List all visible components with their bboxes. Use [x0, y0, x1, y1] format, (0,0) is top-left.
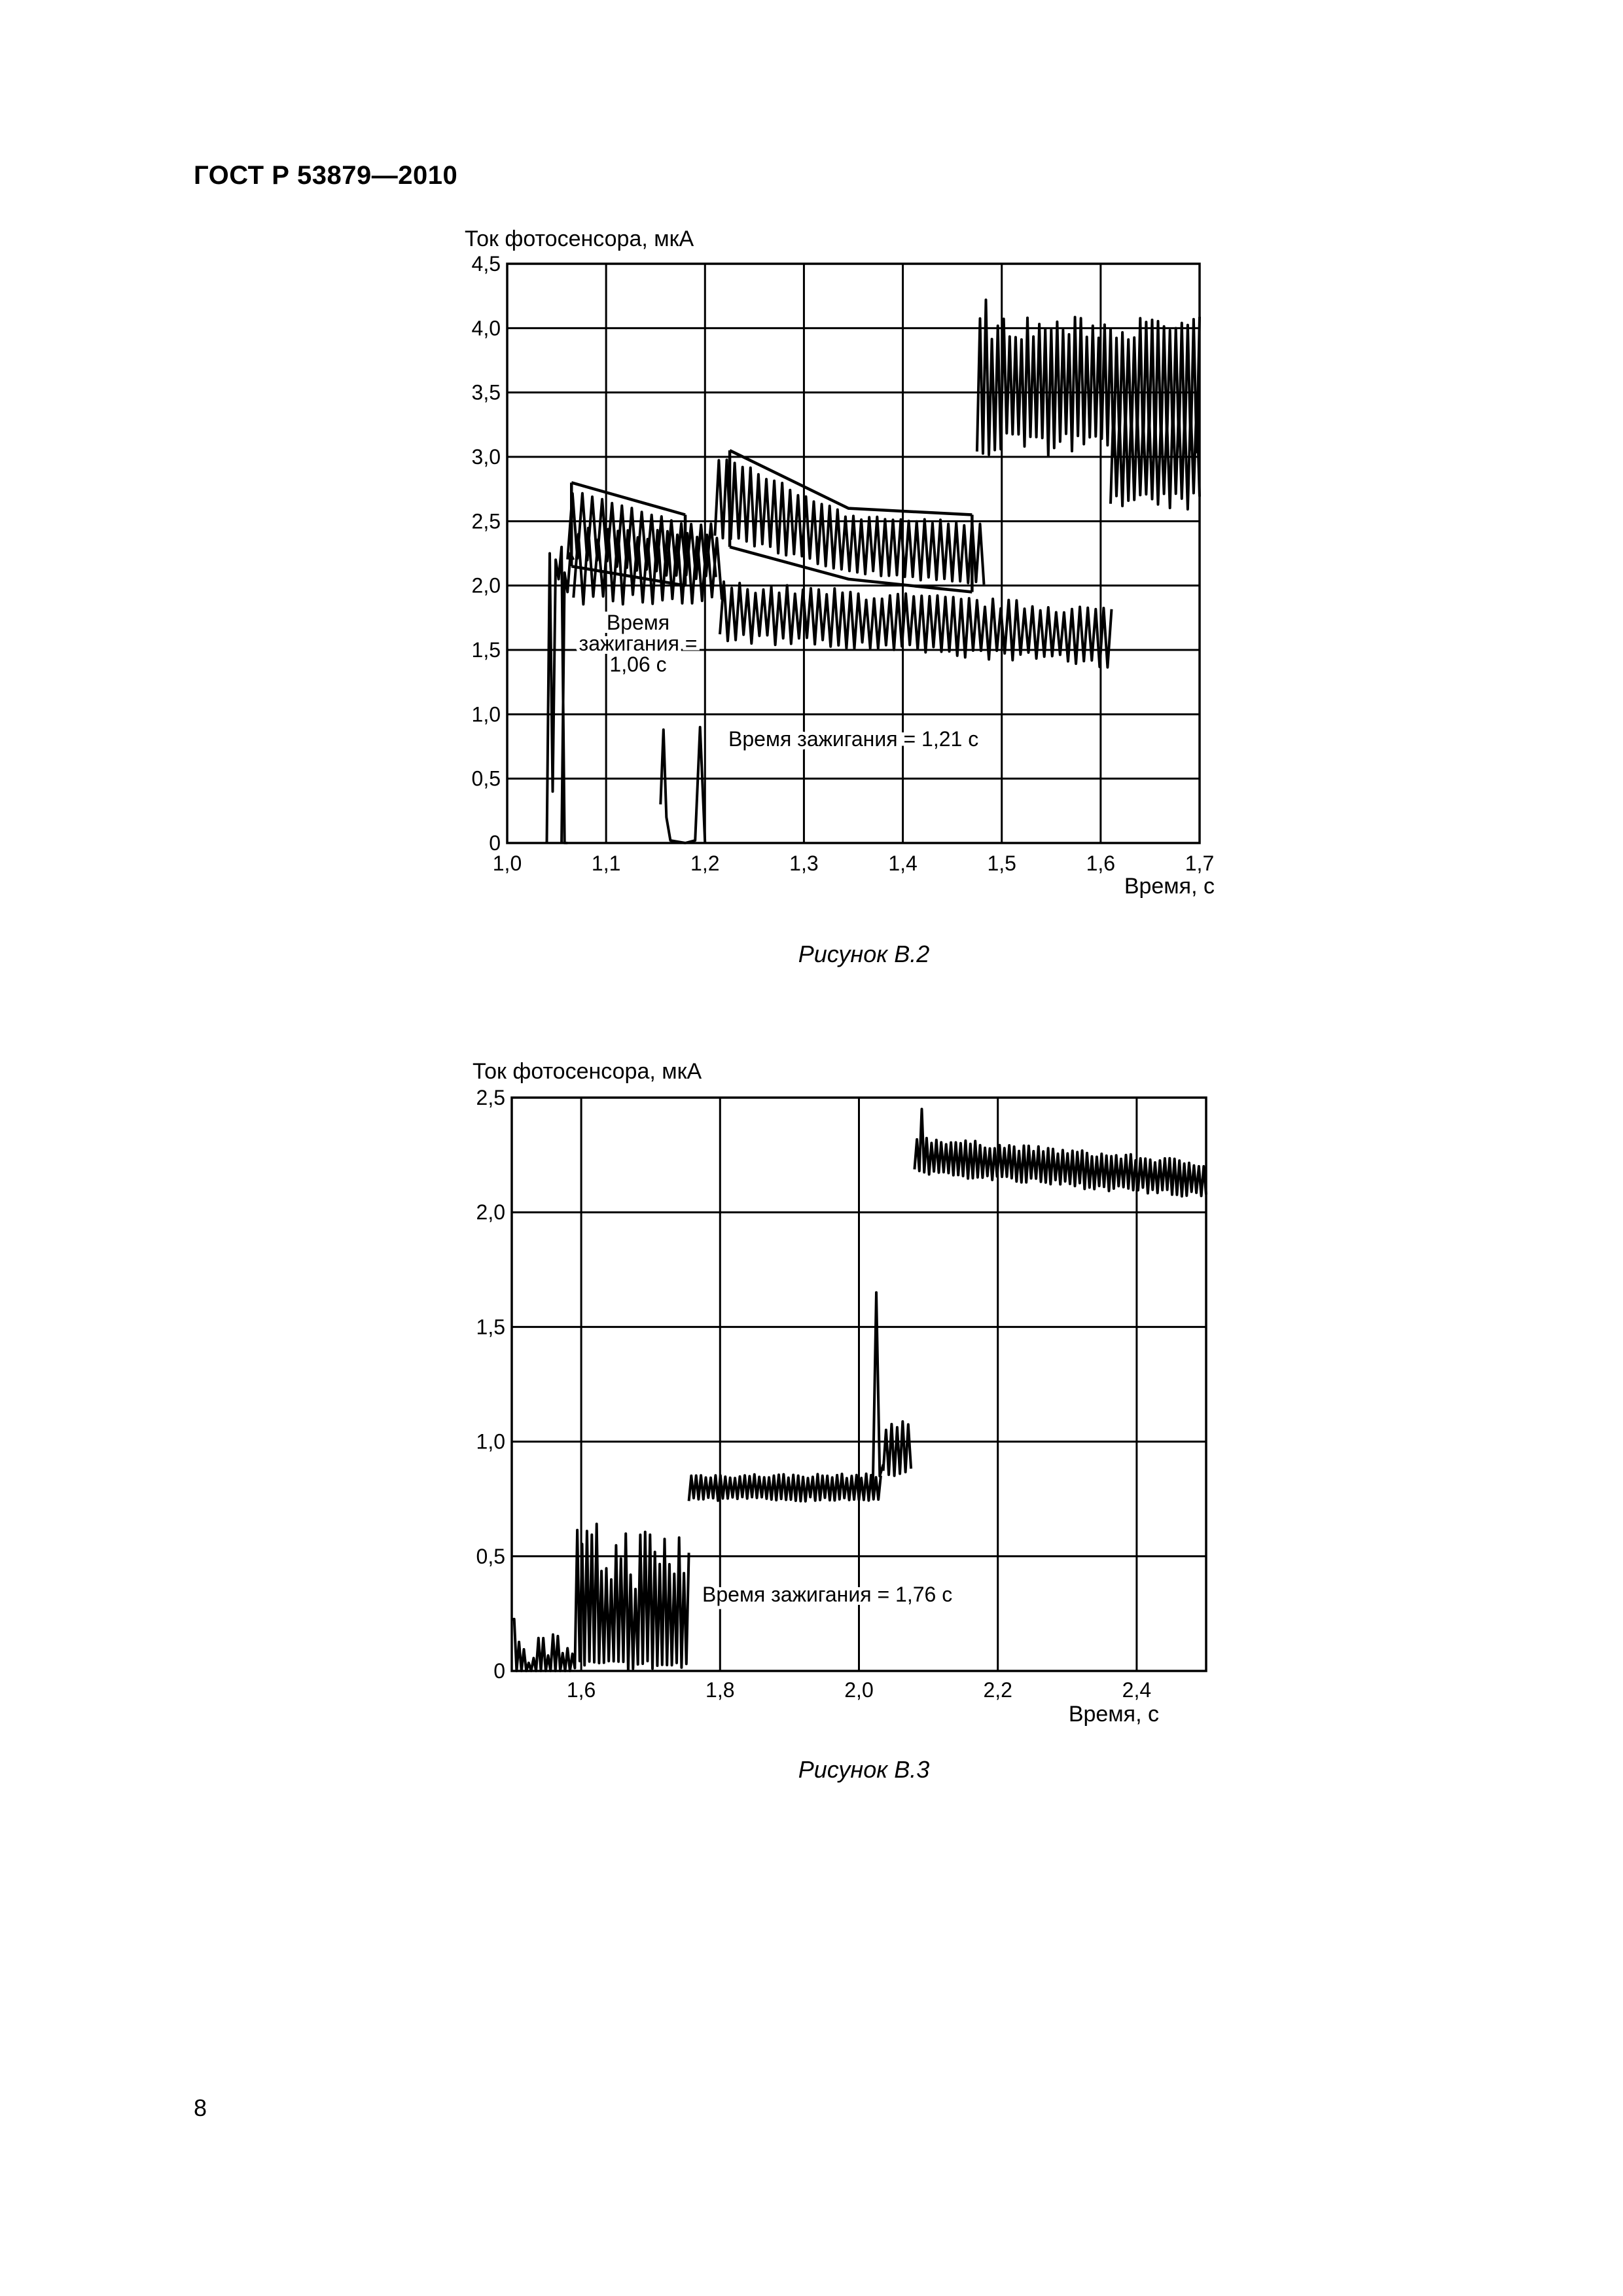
y-tick-label: 3,0 [472, 445, 501, 469]
series-0-segment-0 [545, 545, 568, 844]
series-0-segment-1-envelope-bottom [571, 564, 686, 587]
series-0-segment-1 [566, 492, 717, 581]
series-1-segment-1 [572, 526, 723, 606]
y-tick-label: 1,5 [476, 1315, 505, 1338]
y-tick-label: 4,5 [472, 252, 501, 276]
x-axis-title: Время, с [1069, 1702, 1159, 1727]
y-tick-label: 3,5 [472, 381, 501, 404]
series-1-segment-2 [659, 726, 707, 844]
series-0-segment-1 [687, 1472, 882, 1503]
x-tick-label: 1,7 [1185, 852, 1214, 875]
x-tick-label: 1,5 [987, 852, 1016, 875]
x-tick-label: 1,6 [1086, 852, 1115, 875]
x-tick-label: 1,2 [690, 852, 719, 875]
x-axis-title: Время, с [1124, 874, 1215, 899]
y-tick-label: 1,5 [472, 638, 501, 662]
x-tick-label: 1,1 [592, 852, 620, 875]
y-tick-label: 1,0 [472, 702, 501, 726]
x-tick-label: 1,3 [789, 852, 818, 875]
plot-frame [506, 262, 1201, 844]
annotation-text: Время [607, 611, 669, 634]
x-tick-label: 1,6 [567, 1678, 596, 1702]
series-0-segment-1-envelope-top [571, 481, 686, 516]
annotation-text: 1,06 с [609, 653, 666, 676]
series-0-segment-4 [913, 1107, 1207, 1198]
y-tick-label: 0 [493, 1659, 505, 1683]
annotation-text: зажигания = [579, 632, 698, 655]
series-0-segment-0 [511, 1522, 690, 1672]
y-axis-title: Ток фотосенсора, мкА [473, 1059, 702, 1084]
plot-frame [510, 1096, 1207, 1672]
series-1-segment-4 [1109, 401, 1201, 511]
series-0-segment-3 [975, 298, 1201, 457]
x-tick-label: 2,4 [1122, 1678, 1151, 1702]
x-tick-label: 2,0 [844, 1678, 873, 1702]
page-number: 8 [194, 2094, 207, 2121]
x-tick-label: 2,2 [983, 1678, 1012, 1702]
y-tick-label: 4,0 [472, 316, 501, 340]
x-tick-label: 1,4 [888, 852, 917, 875]
y-tick-label: 2,0 [472, 574, 501, 598]
document-header: ГОСТ Р 53879—2010 [194, 161, 458, 190]
x-tick-label: 1,0 [493, 852, 522, 875]
figure-b3-caption: Рисунок В.3 [798, 1756, 930, 1783]
series-0-segment-2 [871, 1291, 885, 1488]
annotation-text: Время зажигания = 1,76 с [702, 1583, 952, 1606]
y-axis-title: Ток фотосенсора, мкА [465, 226, 694, 251]
series-0-segment-2-envelope-bottom [729, 545, 972, 594]
series-1-segment-3 [719, 580, 1113, 669]
y-tick-label: 0,5 [472, 767, 501, 791]
y-tick-label: 1,0 [476, 1430, 505, 1454]
series-1-segment-0 [560, 552, 575, 844]
series-0-segment-2-envelope-top [729, 449, 972, 516]
y-tick-label: 0,5 [476, 1545, 505, 1568]
y-tick-label: 2,5 [476, 1086, 505, 1109]
y-tick-label: 2,5 [472, 509, 501, 533]
figure-b2-caption: Рисунок В.2 [798, 941, 930, 967]
y-tick-label: 0 [489, 831, 501, 855]
y-tick-label: 2,0 [476, 1200, 505, 1224]
x-tick-label: 1,8 [705, 1678, 734, 1702]
series-0-segment-3 [882, 1420, 913, 1477]
series-0-segment-2 [713, 458, 986, 585]
annotation-text: Время зажигания = 1,21 с [728, 727, 978, 751]
